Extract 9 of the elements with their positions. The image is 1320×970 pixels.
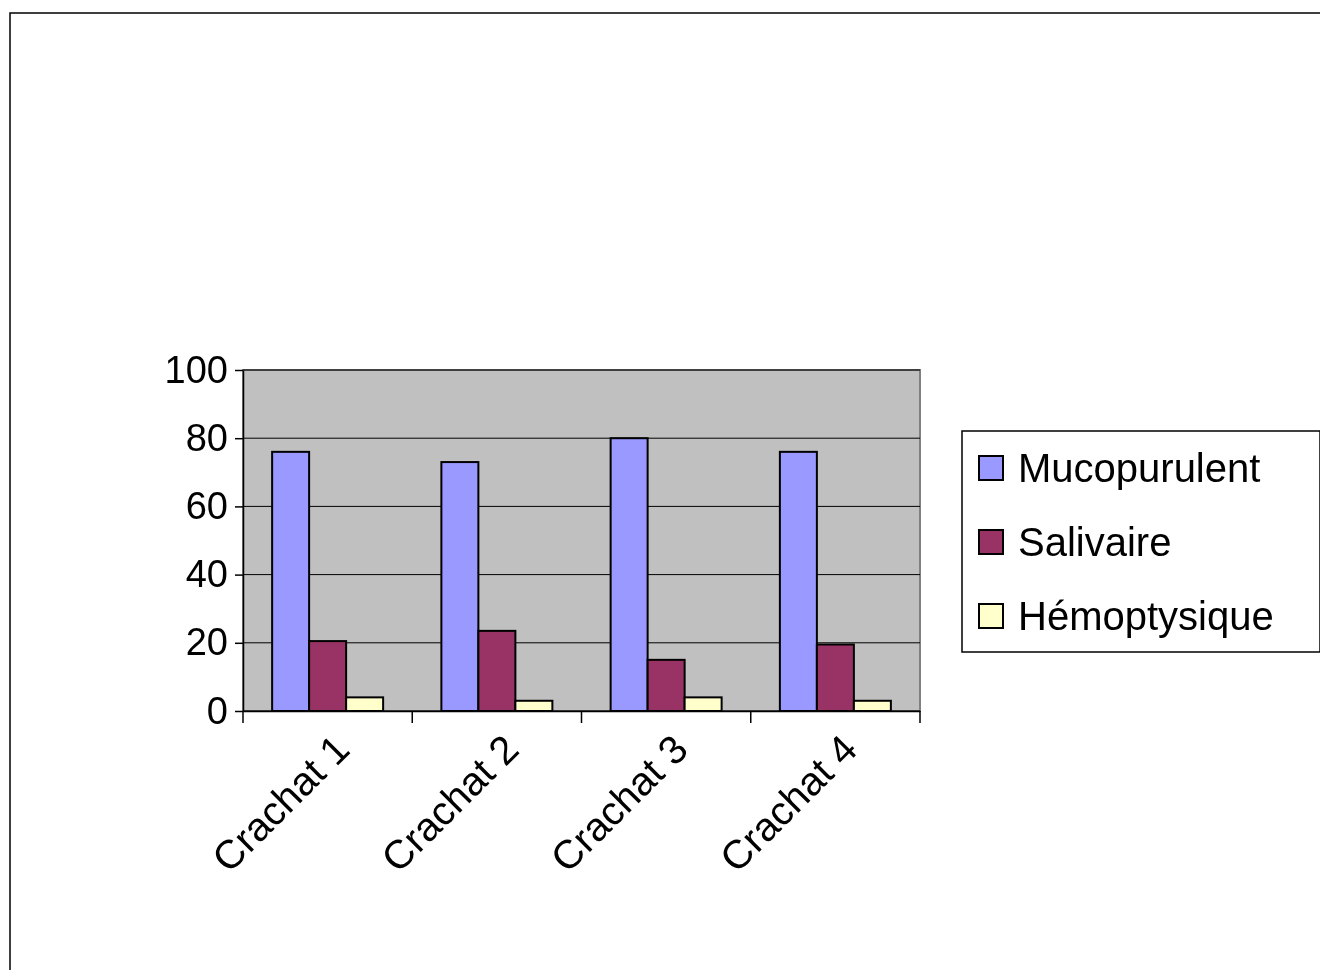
y-tick-label: 60 — [185, 485, 228, 528]
legend-label: Hémoptysique — [1018, 594, 1274, 638]
y-tick-label: 20 — [185, 621, 228, 664]
y-tick-label: 40 — [185, 553, 228, 596]
y-tick-label: 0 — [206, 689, 228, 732]
legend-label: Mucopurulent — [1018, 446, 1261, 490]
y-tick-label: 80 — [185, 416, 228, 459]
y-tick-label: 100 — [164, 348, 228, 391]
legend-label: Salivaire — [1018, 520, 1172, 564]
